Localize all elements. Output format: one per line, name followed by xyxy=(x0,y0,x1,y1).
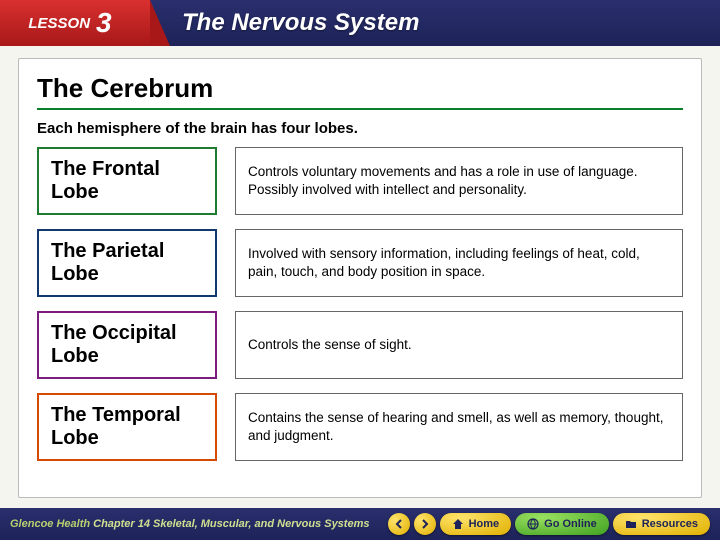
go-online-label: Go Online xyxy=(544,518,597,530)
lesson-header: LESSON 3 The Nervous System xyxy=(0,0,720,46)
prev-button[interactable] xyxy=(388,513,410,535)
footer-chapter: Chapter 14 Skeletal, Muscular, and Nervo… xyxy=(93,518,369,530)
lobe-name-box: The Temporal Lobe xyxy=(37,393,217,461)
chevron-left-icon xyxy=(394,519,404,529)
footer-nav: Home Go Online Resources xyxy=(388,513,710,535)
section-intro: Each hemisphere of the brain has four lo… xyxy=(37,120,683,137)
lobe-row: The Parietal Lobe Involved with sensory i… xyxy=(37,229,683,297)
lesson-label: LESSON xyxy=(28,15,90,32)
lobe-desc-box: Controls voluntary movements and has a r… xyxy=(235,147,683,215)
chevron-right-icon xyxy=(420,519,430,529)
lobe-desc-box: Controls the sense of sight. xyxy=(235,311,683,379)
lobe-row: The Frontal Lobe Controls voluntary movem… xyxy=(37,147,683,215)
lobe-desc-box: Involved with sensory information, inclu… xyxy=(235,229,683,297)
home-button[interactable]: Home xyxy=(440,513,512,535)
folder-icon xyxy=(625,518,637,530)
home-label: Home xyxy=(469,518,500,530)
footer-bar: Glencoe Health Chapter 14 Skeletal, Musc… xyxy=(0,508,720,540)
lesson-tab: LESSON 3 xyxy=(0,0,150,46)
lesson-number: 3 xyxy=(96,7,112,39)
footer-brand: Glencoe Health xyxy=(10,518,90,530)
globe-icon xyxy=(527,518,539,530)
lobe-name-box: The Occipital Lobe xyxy=(37,311,217,379)
next-button[interactable] xyxy=(414,513,436,535)
lobe-row: The Occipital Lobe Controls the sense of … xyxy=(37,311,683,379)
content-panel: The Cerebrum Each hemisphere of the brai… xyxy=(18,58,702,498)
section-title: The Cerebrum xyxy=(37,73,683,104)
lobe-desc-box: Contains the sense of hearing and smell,… xyxy=(235,393,683,461)
go-online-button[interactable]: Go Online xyxy=(515,513,609,535)
resources-label: Resources xyxy=(642,518,698,530)
resources-button[interactable]: Resources xyxy=(613,513,710,535)
home-icon xyxy=(452,518,464,530)
title-rule xyxy=(37,108,683,110)
footer-citation: Glencoe Health Chapter 14 Skeletal, Musc… xyxy=(10,518,388,530)
lobe-name-box: The Parietal Lobe xyxy=(37,229,217,297)
lobe-name-box: The Frontal Lobe xyxy=(37,147,217,215)
lesson-title: The Nervous System xyxy=(182,9,419,37)
lobe-row: The Temporal Lobe Contains the sense of h… xyxy=(37,393,683,461)
